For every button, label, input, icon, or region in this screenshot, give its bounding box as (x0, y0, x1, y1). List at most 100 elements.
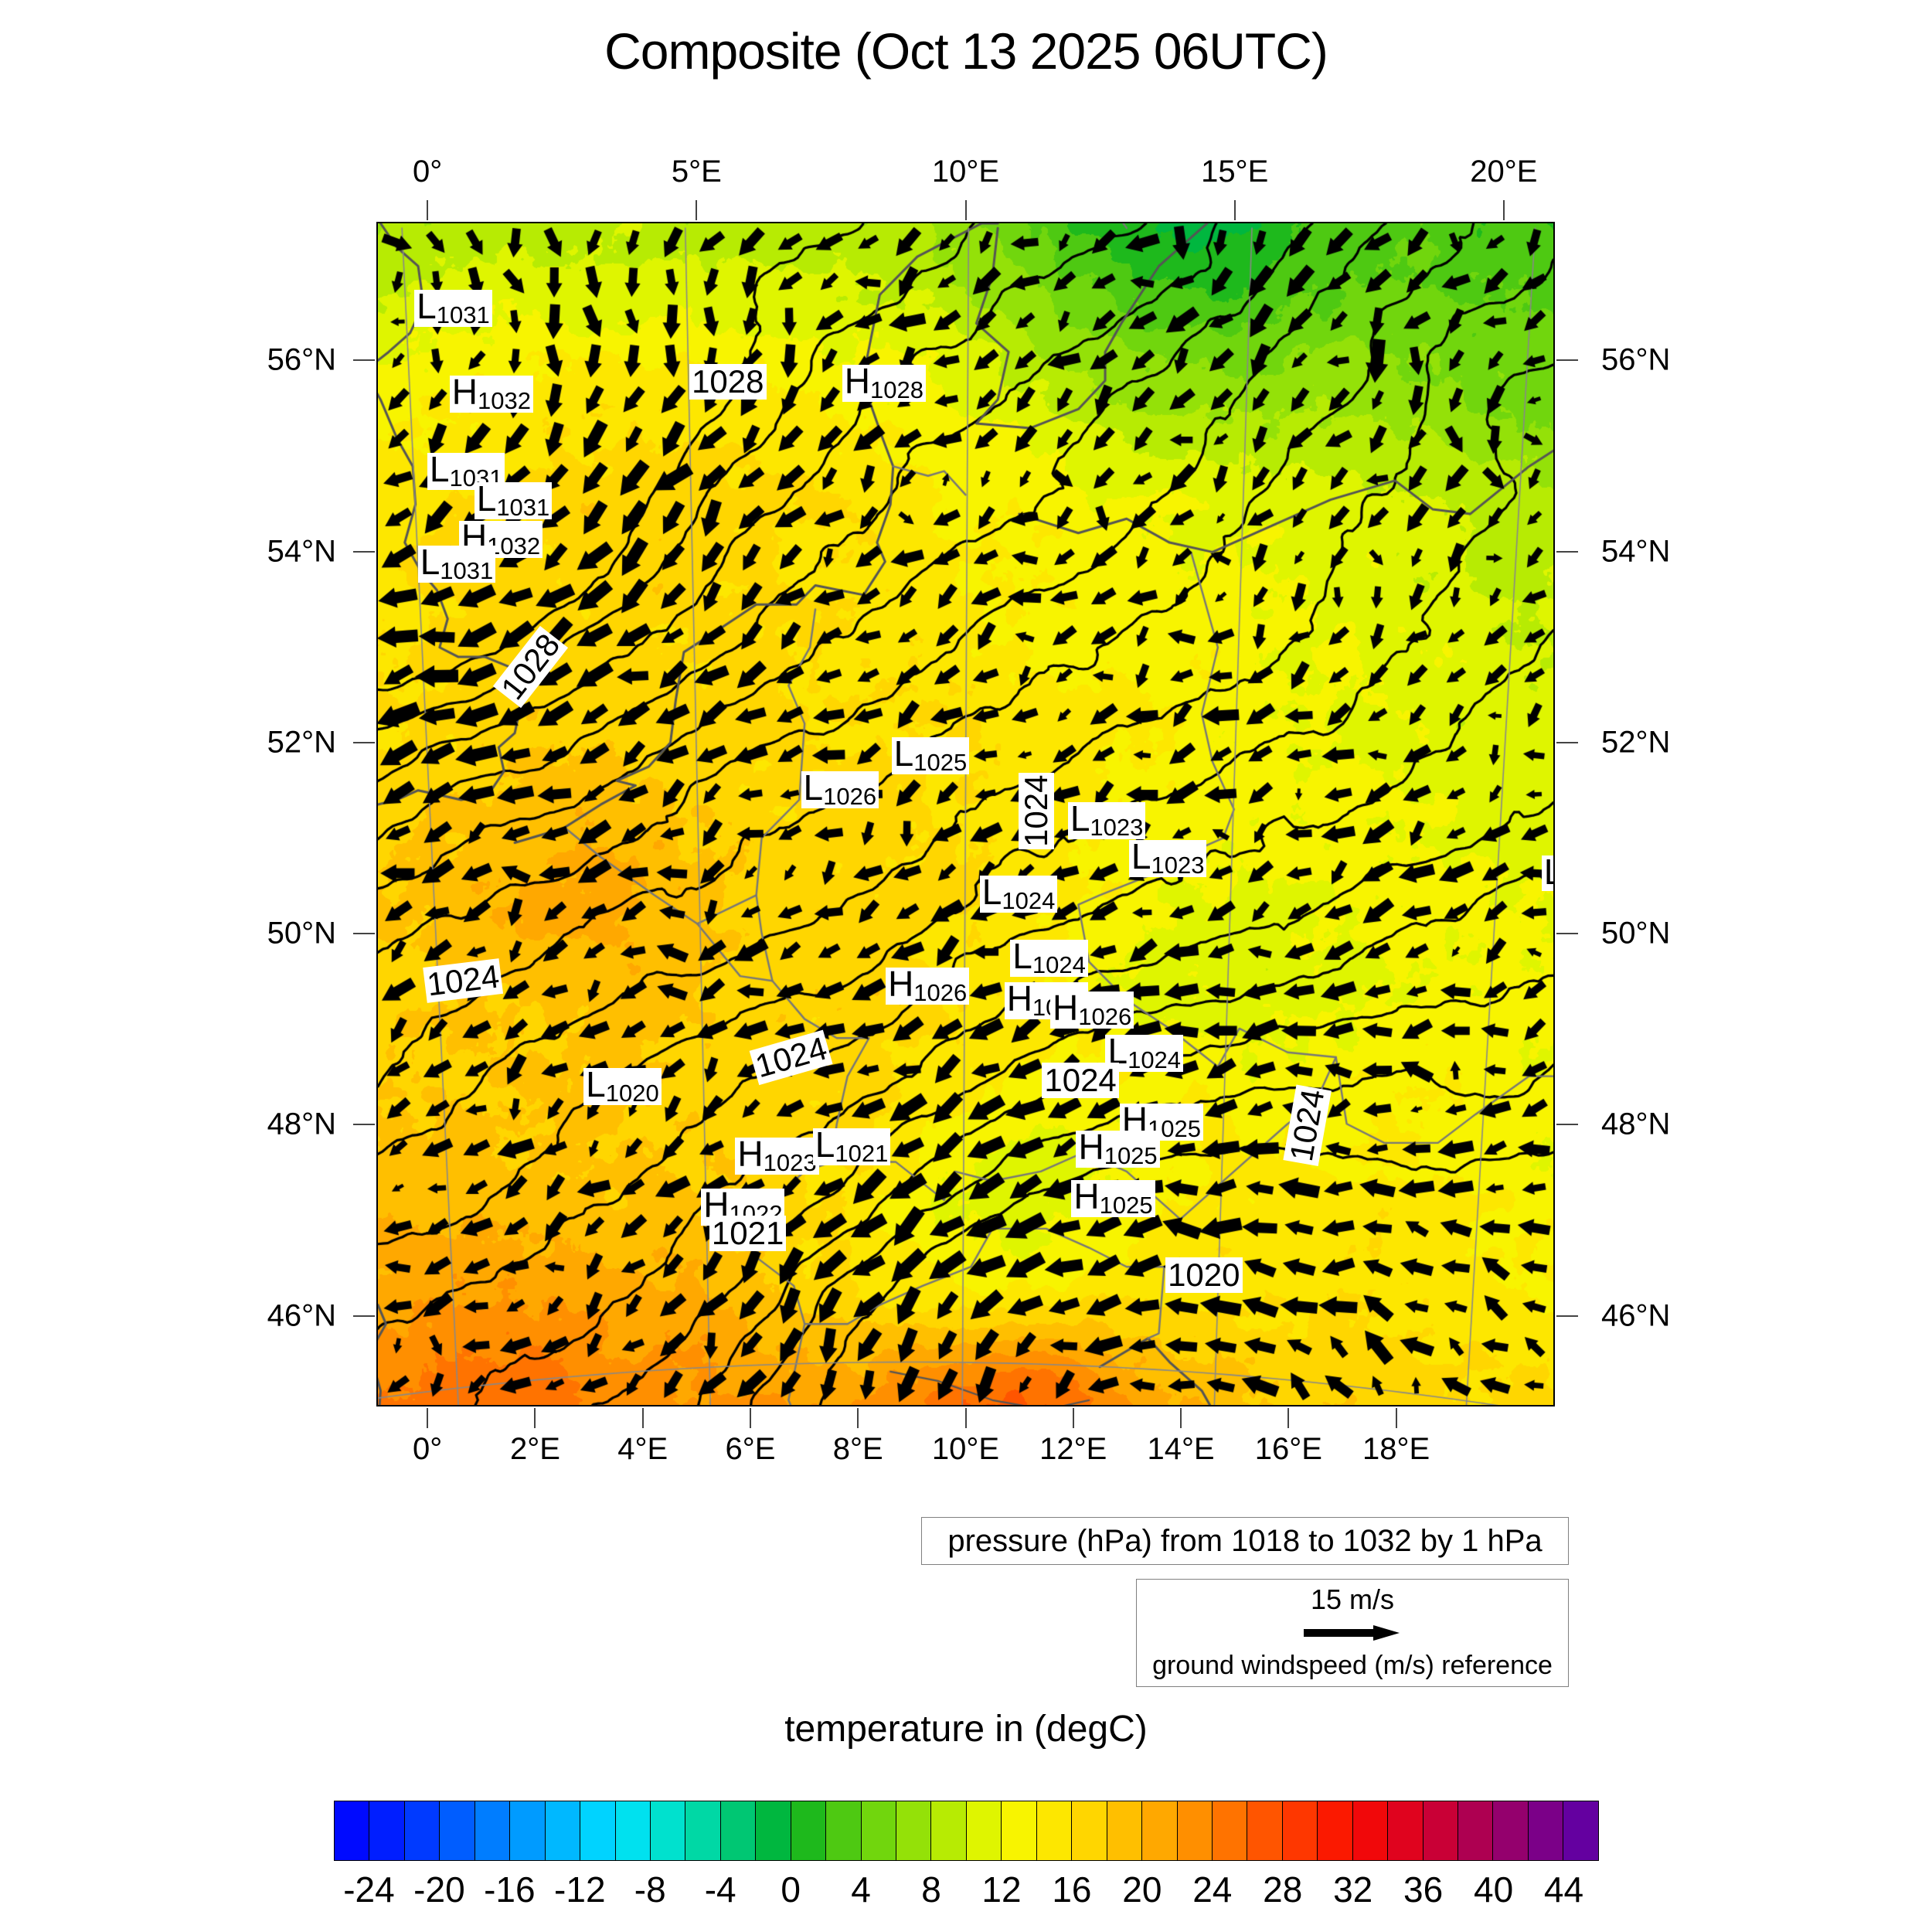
colorbar-segment (1458, 1801, 1494, 1860)
colorbar-tick-label: -20 (413, 1869, 465, 1910)
axis-tick-mark (353, 933, 375, 935)
colorbar-tick-label: 44 (1543, 1869, 1584, 1910)
axis-tick-label: 54°N (1601, 534, 1671, 569)
colorbar-tick-label: 28 (1263, 1869, 1303, 1910)
axis-tick-mark (353, 1315, 375, 1317)
axis-tick-mark (534, 1408, 536, 1428)
colorbar-tick-label: -12 (554, 1869, 606, 1910)
isobar-value-label: 1021 (709, 1216, 787, 1252)
pressure-marker-type: L (1012, 935, 1032, 976)
axis-tick-mark (353, 1124, 375, 1126)
pressure-marker-type: L (476, 478, 497, 519)
pressure-marker-value: 1020 (605, 1080, 659, 1107)
pressure-marker-type: H (1073, 1176, 1100, 1217)
pressure-marker-value: 1032 (478, 387, 531, 415)
colorbar-tick-label: 16 (1052, 1869, 1092, 1910)
axis-tick-label: 14°E (1147, 1432, 1215, 1466)
pressure-marker-type: L (893, 733, 914, 774)
pressure-marker-value: 1021 (835, 1140, 889, 1168)
colorbar-segment (650, 1801, 686, 1860)
colorbar-segment (1072, 1801, 1107, 1860)
axis-tick-mark (749, 1408, 751, 1428)
pressure-legend-text: pressure (hPa) from 1018 to 1032 by 1 hP… (947, 1524, 1543, 1558)
pressure-marker-value: 1026 (1078, 1002, 1132, 1030)
pressure-high-marker: H1023 (735, 1136, 819, 1177)
isobar-value-label: 1024 (423, 958, 504, 1004)
colorbar-tick-label: -16 (484, 1869, 536, 1910)
colorbar-tick-labels: -24 -20 -16 -12 -8 -4 0 4 8 12 16 20 24 28 32 36 40 44 (334, 1869, 1599, 1915)
pressure-high-marker: H1026 (1050, 990, 1134, 1030)
pressure-marker-type: H (1078, 1127, 1104, 1168)
colorbar-segment (861, 1801, 896, 1860)
axis-tick-label: 46°N (267, 1298, 336, 1333)
colorbar-segment (1177, 1801, 1213, 1860)
pressure-marker-type: L (981, 872, 1002, 912)
pressure-marker-type: L (1544, 852, 1553, 892)
pressure-low-marker: L1023 (1067, 801, 1146, 842)
pressure-marker-type: H (737, 1134, 764, 1175)
axis-tick-mark (1556, 933, 1578, 935)
axis-tick-mark (427, 200, 429, 220)
pressure-marker-value: 1025 (1104, 1142, 1158, 1170)
pressure-marker-value: 1024 (1032, 951, 1086, 978)
axis-tick-label: 46°N (1601, 1298, 1671, 1333)
pressure-marker-value: 1024 (1128, 1046, 1182, 1074)
colorbar-tick-label: -24 (343, 1869, 395, 1910)
colorbar-segment (510, 1801, 546, 1860)
pressure-marker-value: 1023 (1090, 814, 1144, 842)
axis-tick-mark (353, 359, 375, 362)
pressure-marker-type: H (1006, 978, 1032, 1019)
colorbar-segment (720, 1801, 757, 1860)
colorbar-tick-label: 36 (1403, 1869, 1444, 1910)
axis-tick-label: 20°E (1470, 155, 1538, 189)
pressure-high-marker: H1028 (842, 363, 926, 403)
colorbar-segment (931, 1801, 967, 1860)
axis-tick-label: 2°E (509, 1432, 560, 1466)
pressure-low-marker: L1025 (891, 736, 970, 776)
wind-reference-legend-box: 15 m/s ground windspeed (m/s) reference (1136, 1579, 1569, 1687)
pressure-marker-type: L (420, 542, 440, 583)
axis-tick-mark (427, 1408, 429, 1428)
pressure-low-marker: L1024 (1010, 938, 1088, 978)
axis-tick-mark (1072, 1408, 1074, 1428)
axis-tick-mark (857, 1408, 859, 1428)
axis-tick-label: 0° (413, 155, 443, 189)
map-plot-area: L1031 H1032 L1031 L1031 H1032 L1031 H1028 L1025… (376, 222, 1555, 1406)
colorbar-tick-label: 8 (921, 1869, 941, 1910)
axis-tick-label: 52°N (1601, 725, 1671, 760)
isobar-value-label: 1024 (1283, 1083, 1332, 1166)
axis-tick-mark (353, 741, 375, 743)
colorbar-segment (1036, 1801, 1073, 1860)
pressure-marker-value: 1026 (913, 979, 968, 1007)
axis-tick-mark (1233, 200, 1236, 220)
axis-tick-mark (1556, 1124, 1578, 1126)
axis-tick-label: 6°E (725, 1432, 776, 1466)
axis-tick-label: 12°E (1039, 1432, 1107, 1466)
pressure-marker-type: H (888, 964, 914, 1005)
colorbar-segment (896, 1801, 932, 1860)
pressure-high-marker: H1025 (1076, 1129, 1160, 1170)
isobar-value-label: 1024 (1018, 772, 1054, 850)
colorbar-segment (615, 1801, 651, 1860)
colorbar-segment (1282, 1801, 1318, 1860)
axis-tick-mark (1180, 1408, 1182, 1428)
colorbar-segment (1352, 1801, 1389, 1860)
pressure-low-marker: L1023 (1128, 838, 1207, 879)
pressure-marker-value: 1031 (496, 493, 550, 521)
pressure-marker-type: L (417, 285, 437, 326)
axis-tick-mark (1556, 359, 1578, 362)
axis-tick-mark (696, 200, 698, 220)
pressure-marker-value: 1023 (763, 1149, 817, 1177)
colorbar-segment (1528, 1801, 1564, 1860)
colorbar-segment (1107, 1801, 1143, 1860)
colorbar-segment (404, 1801, 440, 1860)
colorbar-segment (1142, 1801, 1178, 1860)
colorbar-segment (1493, 1801, 1529, 1860)
axis-tick-label: 56°N (1601, 342, 1671, 377)
pressure-low-marker: L1024 (979, 874, 1058, 914)
axis-tick-mark (641, 1408, 644, 1428)
colorbar-segment (545, 1801, 581, 1860)
colorbar-segment (966, 1801, 1002, 1860)
isobar-value-label: 1020 (1165, 1257, 1243, 1293)
colorbar-segment (1247, 1801, 1283, 1860)
